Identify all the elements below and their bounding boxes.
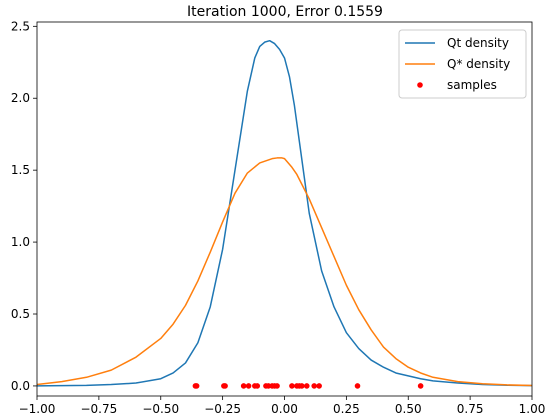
series-line-0 xyxy=(37,39,532,387)
y-tick-label: 2.5 xyxy=(11,19,30,33)
sample-point xyxy=(193,383,200,389)
sample-point xyxy=(417,383,424,389)
data-group xyxy=(37,39,532,389)
sample-point xyxy=(299,383,305,389)
sample-point xyxy=(240,383,247,389)
x-tick-label: 0.75 xyxy=(457,402,484,416)
y-tick-label: 0.5 xyxy=(11,307,30,321)
legend: Qt density Q* density samples xyxy=(398,29,527,99)
x-tick-label: −1.00 xyxy=(19,402,56,416)
x-tick-label: −0.25 xyxy=(204,402,241,416)
sample-point xyxy=(354,383,361,389)
legend-swatch-marker xyxy=(417,82,423,88)
x-tick-label: −0.75 xyxy=(80,402,117,416)
series-line-1 xyxy=(37,157,532,387)
sample-point xyxy=(245,383,252,389)
sample-point xyxy=(222,383,228,389)
x-tick-label: 1.00 xyxy=(519,402,546,416)
x-tick-label: 0.25 xyxy=(333,402,360,416)
x-tick-label: 0.50 xyxy=(395,402,422,416)
sample-point xyxy=(316,383,322,389)
plot-area xyxy=(37,39,532,389)
legend-label: Q* density xyxy=(447,57,510,71)
y-tick-label: 2.0 xyxy=(11,91,30,105)
y-tick-label: 0.0 xyxy=(11,379,30,393)
sample-point xyxy=(254,383,261,389)
y-tick-label: 1.0 xyxy=(11,235,30,249)
sample-point xyxy=(274,383,280,389)
legend-box xyxy=(398,29,527,99)
sample-point xyxy=(289,383,295,389)
axes: −1.00 −0.75 −0.50 −0.25 0.00 0.25 0.50 0.75 1.00… xyxy=(11,19,545,416)
legend-label: Qt density xyxy=(447,36,509,50)
x-tick-label: −0.50 xyxy=(142,402,179,416)
y-tick-label: 1.5 xyxy=(11,163,30,177)
sample-point xyxy=(311,383,318,389)
sample-point xyxy=(303,383,310,389)
x-tick-label: 0.00 xyxy=(271,402,298,416)
chart-title: Iteration 1000, Error 0.1559 xyxy=(187,4,383,20)
legend-label: samples xyxy=(447,78,497,92)
